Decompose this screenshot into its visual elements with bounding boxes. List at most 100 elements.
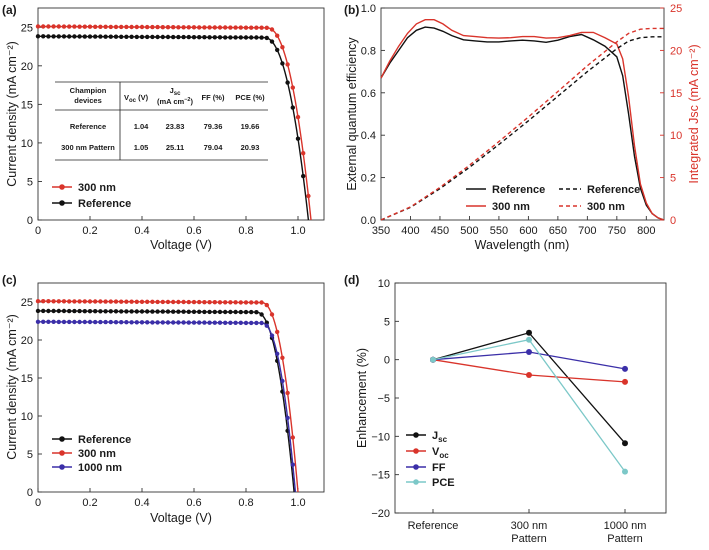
panel-a-x-tick-label: 1.0 xyxy=(290,225,305,237)
panel-a-marker-0 xyxy=(160,25,165,30)
panel-c-marker-2 xyxy=(113,320,119,325)
panel-c-marker-1 xyxy=(77,299,82,304)
panel-c-marker-2 xyxy=(87,319,93,325)
panel-c-marker-0 xyxy=(51,308,56,314)
panel-a-x-tick-label: 0.2 xyxy=(82,225,97,237)
panel-a-marker-0 xyxy=(280,45,285,50)
panel-c-marker-2 xyxy=(35,319,41,324)
panel-a-curves xyxy=(35,24,312,221)
panel-c-marker-0 xyxy=(212,309,217,315)
panel-c-y-tick-label: 0 xyxy=(27,487,33,499)
panel-a-marker-1 xyxy=(165,34,171,40)
panel-c-marker-2 xyxy=(98,319,103,325)
panel-c-marker-1 xyxy=(56,299,61,304)
panel-c-marker-0 xyxy=(223,309,228,315)
panel-d-point-ff xyxy=(526,349,532,355)
panel-c-marker-1 xyxy=(35,299,41,304)
panel-b-y-label: External quantum efficiency xyxy=(345,37,359,191)
panel-c-marker-1 xyxy=(259,300,264,305)
panel-a-marker-0 xyxy=(56,24,61,29)
panel-c-marker-0 xyxy=(93,309,98,314)
panel-a-marker-1 xyxy=(51,34,56,39)
panel-c-label: (c) xyxy=(2,273,17,287)
panel-a-x-label: Voltage (V) xyxy=(150,238,212,252)
panel-c-marker-2 xyxy=(254,320,259,326)
panel-d-curves xyxy=(430,329,628,475)
panel-a-marker-0 xyxy=(243,25,249,30)
panel-c-marker-2 xyxy=(228,320,233,325)
panel-c-marker-1 xyxy=(186,299,191,305)
panel-a-marker-1 xyxy=(108,34,114,39)
panel-c-legend: Reference 300 nm 1000 nm xyxy=(52,434,131,474)
panel-c-marker-1 xyxy=(41,299,46,304)
panel-b-curves xyxy=(380,19,665,221)
panel-b-y-tick-label: 0.2 xyxy=(361,173,376,185)
panel-a-marker-1 xyxy=(207,35,212,40)
panel-a-marker-0 xyxy=(238,25,243,30)
panel-a-marker-1 xyxy=(202,35,207,40)
panel-c-marker-2 xyxy=(186,320,191,325)
panel-a-y-tick-label: 25 xyxy=(21,22,33,34)
panel-c-marker-0 xyxy=(171,309,176,314)
panel-d-x-tick-label: 1000 nm xyxy=(604,520,647,532)
panel-a-marker-1 xyxy=(228,35,233,40)
panel-b-y-right-tick-label: 25 xyxy=(670,3,682,15)
panel-b-x-tick-label: 500 xyxy=(460,225,478,237)
legend-b-300nm-eqe: 300 nm xyxy=(492,201,530,213)
legend-marker-c-300nm xyxy=(59,450,65,456)
panel-c-marker-0 xyxy=(119,309,124,314)
panel-c-marker-2 xyxy=(181,320,186,325)
panel-c-x-tick-label: 0.2 xyxy=(82,497,97,509)
panel-a-marker-0 xyxy=(207,25,212,30)
panel-c-y-tick-label: 25 xyxy=(21,297,33,309)
panel-b-x-ticks: 350 400 450 500 550 600 650 700 750 800 xyxy=(372,216,655,237)
panel-a-marker-1 xyxy=(134,34,139,40)
panel-a-marker-0 xyxy=(119,24,124,30)
panel-c-marker-1 xyxy=(87,299,93,304)
panel-c-marker-1 xyxy=(155,299,160,305)
panel-c-marker-0 xyxy=(160,309,165,314)
legend-c-1000nm: 1000 nm xyxy=(78,462,122,474)
panel-b-y-tick-label: 0.6 xyxy=(361,88,376,100)
panel-c-marker-2 xyxy=(264,323,269,328)
panel-c-marker-1 xyxy=(134,299,139,304)
panel-d-series-pce xyxy=(432,338,626,472)
panel-a-marker-0 xyxy=(150,24,155,30)
panel-a-marker-0 xyxy=(67,24,72,29)
panel-c-marker-2 xyxy=(285,415,290,421)
panel-c-marker-1 xyxy=(290,435,295,440)
panel-a-marker-0 xyxy=(134,24,139,30)
panel-c-marker-1 xyxy=(212,300,217,305)
panel-b-y-right-tick-label: 20 xyxy=(670,45,682,57)
panel-c-x-tick-label: 1.0 xyxy=(290,497,305,509)
table-row-2-ff: 79.04 xyxy=(204,143,224,152)
panel-b-x-tick-label: 800 xyxy=(637,225,655,237)
panel-a-marker-0 xyxy=(202,25,207,30)
panel-d-point-voc xyxy=(526,372,532,378)
panel-a-marker-1 xyxy=(160,34,165,40)
panel-a-marker-1 xyxy=(301,173,306,179)
table-row-1-jsc: 23.83 xyxy=(166,122,185,131)
panel-c-marker-1 xyxy=(150,299,155,304)
panel-b-x-tick-label: 750 xyxy=(608,225,626,237)
panel-c-marker-2 xyxy=(129,320,134,325)
panel-c-marker-1 xyxy=(72,299,77,304)
panel-c-marker-2 xyxy=(165,320,171,325)
panel-c: (c) 0 0.2 0.4 0.6 0.8 1.0 0 5 10 15 20 25 Voltage … xyxy=(2,273,325,525)
panel-a-marker-1 xyxy=(145,34,150,40)
panel-c-marker-1 xyxy=(145,299,150,304)
panel-c-marker-0 xyxy=(124,309,129,314)
panel-b-y-right-tick-label: 5 xyxy=(670,173,676,185)
panel-c-marker-1 xyxy=(275,329,280,335)
panel-b-y-tick-label: 0.4 xyxy=(361,130,376,142)
panel-c-curve-0 xyxy=(38,310,295,493)
panel-a: (a) 0 0.2 0.4 0.6 0.8 1.0 0 5 10 15 20 25 Voltage … xyxy=(2,3,325,252)
panel-c-marker-0 xyxy=(165,309,171,314)
panel-c-marker-2 xyxy=(238,320,243,325)
panel-d-y-tick-label: −15 xyxy=(371,470,390,482)
panel-a-marker-0 xyxy=(72,24,77,29)
panel-c-marker-1 xyxy=(98,299,103,304)
panel-a-marker-0 xyxy=(93,24,98,29)
panel-a-marker-0 xyxy=(35,24,41,29)
legend-c-300nm: 300 nm xyxy=(78,448,116,460)
